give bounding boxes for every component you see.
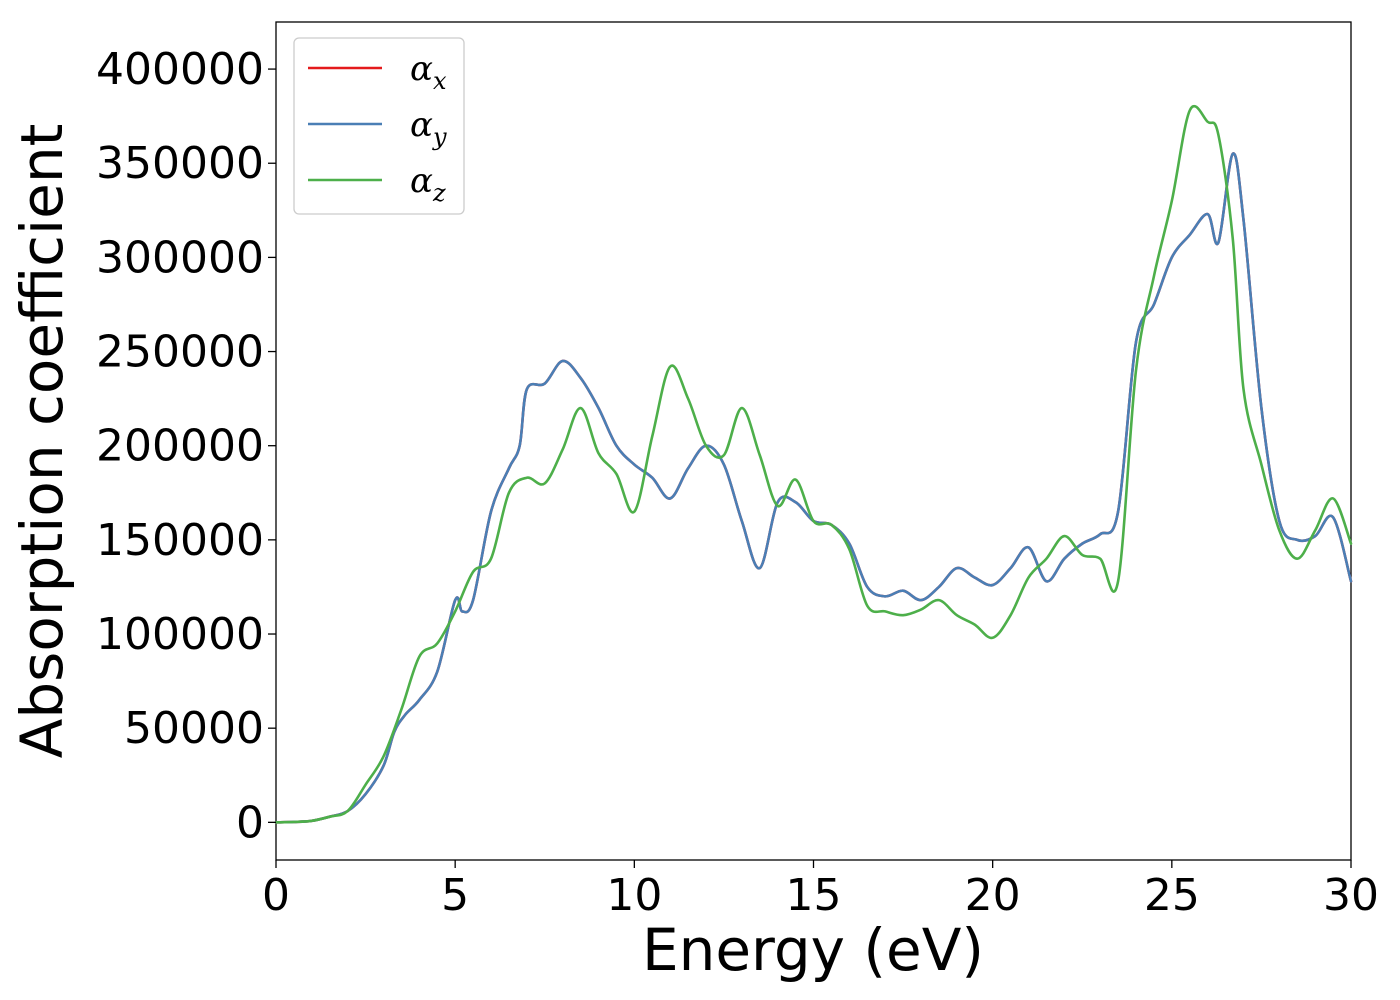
x-tick-label: 15 [786,870,842,921]
x-tick-label: 20 [965,870,1021,921]
x-tick-label: 30 [1323,870,1379,921]
legend-frame [293,37,465,215]
legend-label-z: αz [410,161,446,207]
y-tick-label: 100000 [96,609,264,660]
y-tick-label: 150000 [96,515,264,566]
x-axis-ticks: 0 5 10 15 20 25 30 [262,860,1379,921]
y-axis-ticks: 0 50000 100000 150000 200000 250000 300000 3500… [96,44,276,848]
y-tick-label: 50000 [124,703,264,754]
y-tick-label: 200000 [96,421,264,472]
y-tick-label: 400000 [96,44,264,95]
y-axis-label: Absorption coefficient [8,124,76,759]
legend: αx αy αz [293,37,465,215]
legend-label-y: αy [410,105,447,151]
series-line-y [274,152,1353,824]
x-axis-label: Energy (eV) [642,916,984,984]
y-tick-label: 250000 [96,327,264,378]
legend-label-x: αx [410,49,447,95]
y-tick-label: 350000 [96,138,264,189]
x-tick-label: 0 [262,870,290,921]
x-tick-label: 25 [1144,870,1200,921]
x-tick-label: 10 [606,870,662,921]
series-layer [274,104,1353,824]
y-tick-label: 300000 [96,232,264,283]
y-tick-label: 0 [236,797,264,848]
series-line-z [274,104,1353,824]
x-tick-label: 5 [441,870,469,921]
